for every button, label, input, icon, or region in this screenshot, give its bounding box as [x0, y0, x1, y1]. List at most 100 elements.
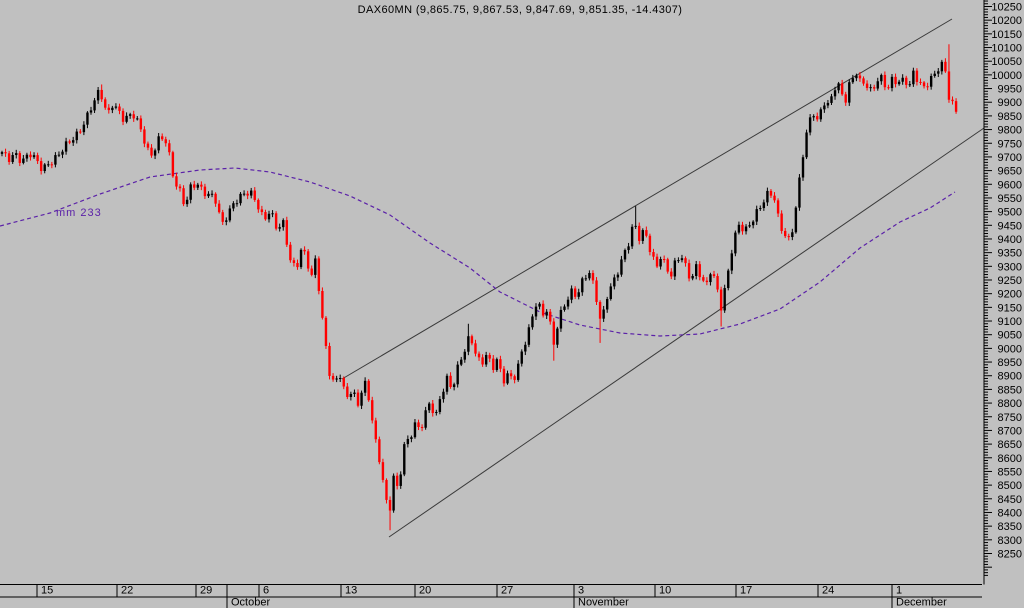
candle-body [776, 200, 780, 214]
candle-body [175, 176, 178, 187]
candle-body [865, 83, 869, 88]
candle-body [107, 107, 110, 111]
candle-body [506, 373, 509, 384]
candle-body [837, 83, 840, 91]
candle-body [517, 363, 520, 380]
candle-body [848, 82, 851, 103]
candle-body [630, 226, 634, 247]
trend-channel-lines [341, 18, 985, 538]
candle-body [641, 230, 644, 241]
candle-body [773, 195, 776, 201]
month-label: December [896, 597, 947, 608]
candle-body [556, 328, 559, 345]
candle-body [193, 184, 196, 188]
candle-body [947, 71, 951, 100]
candle-body [0, 152, 4, 154]
candle-body [346, 386, 349, 397]
candle-body [695, 264, 698, 276]
candle-body [274, 213, 278, 229]
candle-body [812, 116, 815, 118]
candle-body [271, 213, 274, 215]
candle-body [235, 203, 239, 205]
week-label: 17 [740, 585, 752, 597]
candle-body [72, 140, 75, 143]
candle-body [933, 73, 936, 76]
candle-body [185, 199, 189, 205]
candle-body [335, 378, 338, 380]
candle-body [128, 114, 132, 116]
candle-body [470, 336, 474, 344]
candle-body [385, 479, 388, 500]
candle-body [734, 232, 737, 254]
candle-body [816, 116, 819, 120]
price-axis-label: 9250 [998, 275, 1022, 287]
candle-body [47, 164, 50, 166]
candle-body [399, 474, 402, 486]
candle-body [200, 184, 203, 187]
price-axis-label: 9100 [998, 316, 1022, 328]
candle-body [759, 208, 762, 210]
candle-body [317, 258, 321, 291]
candle-body [139, 118, 143, 130]
candle-body [826, 102, 830, 106]
candle-body [855, 75, 858, 79]
candle-body [374, 420, 377, 440]
candle-body [606, 298, 609, 310]
candle-body [794, 207, 798, 233]
candle-body [609, 286, 612, 299]
candle-body [93, 100, 96, 111]
candle-body [445, 375, 449, 392]
candle-body [463, 351, 466, 360]
price-axis-label: 10150 [991, 29, 1022, 41]
candle-body [488, 354, 491, 359]
candle-body [897, 81, 901, 85]
candle-body [549, 311, 552, 322]
candle-body [840, 83, 844, 95]
candle-body [602, 309, 605, 319]
week-label: 27 [501, 585, 513, 597]
price-axis-label: 9950 [998, 84, 1022, 96]
month-label: November [578, 597, 629, 608]
candle-body [851, 78, 855, 83]
candle-body [652, 252, 655, 257]
candle-body [68, 141, 71, 143]
candle-body [449, 375, 452, 388]
ma-233-label: mm 233 [56, 207, 102, 219]
price-axis-label: 8750 [998, 412, 1022, 424]
candle-body [214, 193, 217, 204]
candle-body [844, 94, 847, 103]
candle-body [331, 375, 335, 380]
candle-body [36, 155, 39, 162]
candle-body [830, 96, 833, 103]
candle-body [54, 155, 57, 165]
week-label: 6 [263, 585, 269, 597]
candle-body [410, 437, 413, 439]
price-axis-label: 8550 [998, 466, 1022, 478]
price-axis-label: 10200 [991, 15, 1022, 27]
candle-body [371, 400, 374, 421]
week-label: 10 [659, 585, 671, 597]
price-axis-label: 10050 [991, 56, 1022, 68]
candle-body [477, 353, 481, 358]
price-axis-label: 8300 [998, 535, 1022, 547]
price-axis-label: 9000 [998, 343, 1022, 355]
candle-body [100, 89, 103, 100]
candle-body [242, 193, 246, 195]
candle-body [623, 250, 627, 260]
price-axis-label: 8800 [998, 398, 1022, 410]
candle-body [951, 99, 954, 102]
candle-body [570, 288, 573, 300]
candle-body [876, 81, 879, 89]
candle-body [303, 249, 306, 252]
candle-body [424, 410, 427, 428]
candle-body [655, 256, 659, 267]
candle-body [32, 155, 36, 158]
candle-body [29, 154, 32, 158]
candle-body [196, 184, 199, 188]
candle-body [474, 343, 477, 354]
candle-body [452, 384, 456, 388]
candle-body [114, 106, 118, 108]
candle-body [260, 209, 264, 213]
candle-body [691, 275, 694, 279]
